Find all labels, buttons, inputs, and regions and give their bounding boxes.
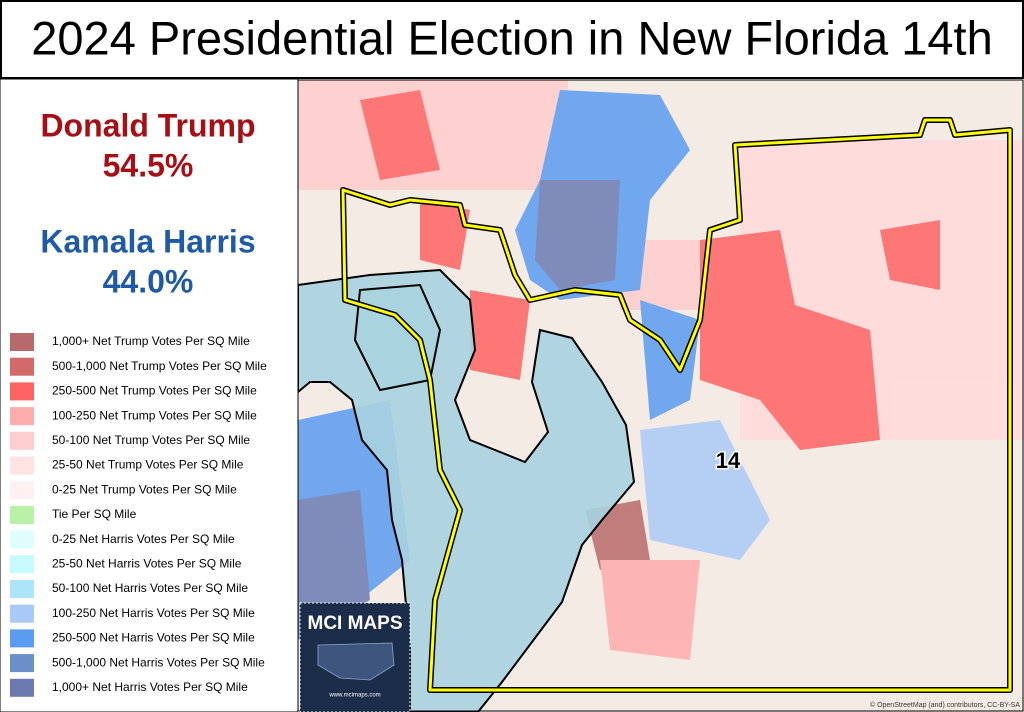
legend-label: 1,000+ Net Trump Votes Per SQ Mile	[52, 334, 250, 348]
legend-swatch	[10, 407, 34, 426]
legend-swatch	[10, 654, 34, 673]
legend-swatch	[10, 382, 34, 401]
legend-swatch	[10, 580, 34, 598]
legend-label: 250-500 Net Harris Votes Per SQ Mile	[52, 631, 255, 645]
legend-swatch	[10, 481, 34, 500]
legend: 1,000+ Net Trump Votes Per SQ Mile 500-1,…	[10, 333, 267, 697]
candidate-name: Kamala Harris	[40, 223, 255, 259]
results: Donald Trump 54.5% Kamala Harris 44.0%	[40, 107, 255, 299]
legend-swatch	[10, 530, 34, 549]
legend-label: 250-500 Net Trump Votes Per SQ Mile	[52, 384, 257, 398]
candidate-name: Donald Trump	[40, 107, 255, 143]
legend-label: 500-1,000 Net Harris Votes Per SQ Mile	[52, 655, 265, 669]
legend-swatch	[10, 431, 34, 450]
legend-swatch	[10, 505, 34, 524]
candidate-share: 54.5%	[103, 147, 194, 183]
legend-swatch	[10, 604, 34, 623]
legend-label: 0-25 Net Trump Votes Per SQ Mile	[52, 482, 237, 496]
legend-label: 50-100 Net Harris Votes Per SQ Mile	[52, 581, 248, 595]
title-bar	[0, 0, 1024, 79]
map-frame	[297, 79, 1024, 712]
legend-label: 1,000+ Net Harris Votes Per SQ Mile	[52, 680, 248, 694]
side-panel	[0, 78, 299, 712]
legend-label: 50-100 Net Trump Votes Per SQ Mile	[52, 433, 250, 447]
legend-label: 100-250 Net Trump Votes Per SQ Mile	[52, 408, 257, 422]
legend-swatch	[10, 456, 34, 475]
legend-swatch	[10, 629, 34, 648]
legend-swatch	[10, 357, 34, 376]
title: 2024 Presidential Election in New Florid…	[31, 11, 992, 64]
legend-swatch	[10, 678, 34, 697]
legend-label: 0-25 Net Harris Votes Per SQ Mile	[52, 532, 235, 546]
precincts	[298, 80, 1024, 660]
legend-label: 500-1,000 Net Trump Votes Per SQ Mile	[52, 359, 267, 373]
logo-url: www.mcimaps.com	[328, 693, 380, 699]
legend-label: 100-250 Net Harris Votes Per SQ Mile	[52, 606, 255, 620]
legend-label: 25-50 Net Trump Votes Per SQ Mile	[52, 458, 244, 472]
attribution: © OpenStreetMap (and) contributors, CC-B…	[870, 701, 1020, 709]
candidate-share: 44.0%	[103, 263, 194, 299]
logo: MCI MAPS www.mcimaps.com	[299, 602, 411, 712]
logo-name: MCI MAPS	[308, 613, 403, 634]
logo-usa	[317, 642, 395, 681]
legend-label: 25-50 Net Harris Votes Per SQ Mile	[52, 556, 242, 570]
legend-label: Tie Per SQ Mile	[52, 507, 137, 521]
map: 14 © OpenStreetMap (and) contributors, C…	[297, 79, 1024, 712]
district-label: 14	[716, 448, 741, 473]
legend-swatch	[10, 333, 34, 351]
legend-swatch	[10, 555, 34, 574]
district-outline	[341, 118, 1012, 692]
